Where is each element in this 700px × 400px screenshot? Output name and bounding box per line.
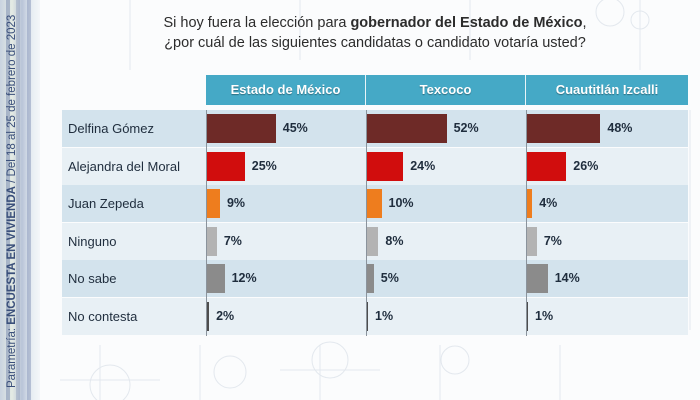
data-label-texcoco-juan-zepeda: 10% <box>388 196 414 211</box>
table-row-no-sabe: No sabe 12% 5% 14% <box>62 260 688 298</box>
decorative-side-strip <box>0 0 40 400</box>
source-prefix: Parametría: <box>6 324 18 388</box>
data-label-texcoco-no-sabe: 5% <box>380 271 399 286</box>
axis-line-cuautitlan-izcalli <box>526 110 527 336</box>
data-label-texcoco-no-contesta: 1% <box>375 309 394 323</box>
data-label-estado-de-mexico-no-sabe: 12% <box>231 271 257 286</box>
data-label-texcoco-ninguno: 8% <box>385 233 404 248</box>
title-part2: , <box>582 15 587 31</box>
header-row: Estado de México Texcoco Cuautitlán Izca… <box>62 75 688 105</box>
title-line2: ¿por cuál de las siguientes candidatas o… <box>164 35 586 51</box>
data-label-cuautitlan-izcalli-no-contesta: 1% <box>535 309 554 323</box>
data-label-cuautitlan-izcalli-alejandra-del-moral: 26% <box>573 158 599 173</box>
bar-cuautitlan-izcalli-delfina-gomez <box>526 114 601 143</box>
title-bold: gobernador del Estado de México <box>350 15 583 31</box>
bar-texcoco-ninguno <box>366 226 379 256</box>
data-label-texcoco-delfina-gomez: 52% <box>453 121 479 135</box>
table-row-delfina-gomez: Delfina Gómez 45% 52% 48% <box>62 110 688 147</box>
source-dates: / Del 18 al 25 de febrero de 2023 <box>6 14 18 187</box>
title-part1: Si hoy fuera la elección para <box>163 15 351 31</box>
data-label-cuautitlan-izcalli-no-sabe: 14% <box>554 271 580 286</box>
data-label-estado-de-mexico-no-contesta: 2% <box>216 309 235 323</box>
category-label: No sabe <box>68 271 117 287</box>
axis-line-estado-de-mexico <box>206 110 207 336</box>
bar-cuautitlan-izcalli-no-contesta <box>526 302 528 331</box>
table-row-juan-zepeda: Juan Zepeda 9% 10% 4% <box>62 185 688 223</box>
data-label-estado-de-mexico-delfina-gomez: 45% <box>282 121 308 135</box>
bar-cuautitlan-izcalli-ninguno <box>526 226 537 256</box>
bar-cuautitlan-izcalli-no-sabe <box>526 264 548 294</box>
column-header-estado-de-mexico: Estado de México <box>206 75 366 105</box>
bar-estado-de-mexico-no-sabe <box>206 264 225 294</box>
bar-texcoco-alejandra-del-moral <box>366 151 404 181</box>
results-table: Estado de México Texcoco Cuautitlán Izca… <box>62 75 688 336</box>
category-label: No contesta <box>68 309 138 324</box>
data-label-cuautitlan-izcalli-juan-zepeda: 4% <box>539 196 558 211</box>
category-label: Delfina Gómez <box>68 121 154 136</box>
column-header-cuautitlan-izcalli: Cuautitlán Izcalli <box>526 75 688 105</box>
category-label: Juan Zepeda <box>68 196 144 212</box>
column-header-texcoco: Texcoco <box>366 75 526 105</box>
bar-estado-de-mexico-delfina-gomez <box>206 114 276 143</box>
data-label-estado-de-mexico-juan-zepeda: 9% <box>226 196 246 211</box>
category-label: Ninguno <box>68 233 117 249</box>
bar-texcoco-no-contesta <box>366 302 368 331</box>
data-label-cuautitlan-izcalli-ninguno: 7% <box>543 233 562 248</box>
source-survey-type: ENCUESTA EN VIVIENDA <box>6 186 18 325</box>
bar-texcoco-juan-zepeda <box>366 189 382 219</box>
table-row-ninguno: Ninguno 7% 8% 7% <box>62 222 688 260</box>
data-label-estado-de-mexico-ninguno: 7% <box>223 233 242 248</box>
chart-title: Si hoy fuera la elección para gobernador… <box>62 13 688 53</box>
bar-cuautitlan-izcalli-alejandra-del-moral <box>526 151 567 181</box>
table-row-alejandra-del-moral: Alejandra del Moral 25% 24% 26% <box>62 147 688 185</box>
bar-texcoco-no-sabe <box>366 264 374 294</box>
data-label-texcoco-alejandra-del-moral: 24% <box>410 158 436 173</box>
source-caption: Parametría: ENCUESTA EN VIVIENDA / Del 1… <box>6 15 18 388</box>
data-label-estado-de-mexico-alejandra-del-moral: 25% <box>251 158 277 173</box>
bar-estado-de-mexico-ninguno <box>206 226 217 256</box>
data-label-cuautitlan-izcalli-delfina-gomez: 48% <box>607 121 633 135</box>
category-label: Alejandra del Moral <box>68 158 181 174</box>
bar-texcoco-delfina-gomez <box>366 114 447 143</box>
bar-estado-de-mexico-juan-zepeda <box>206 189 220 219</box>
axis-line-texcoco <box>366 110 367 336</box>
table-row-no-contesta: No contesta 2% 1% 1% <box>62 298 688 335</box>
bar-estado-de-mexico-no-contesta <box>206 302 210 331</box>
bar-estado-de-mexico-alejandra-del-moral <box>206 151 245 181</box>
bar-cuautitlan-izcalli-juan-zepeda <box>526 189 533 219</box>
